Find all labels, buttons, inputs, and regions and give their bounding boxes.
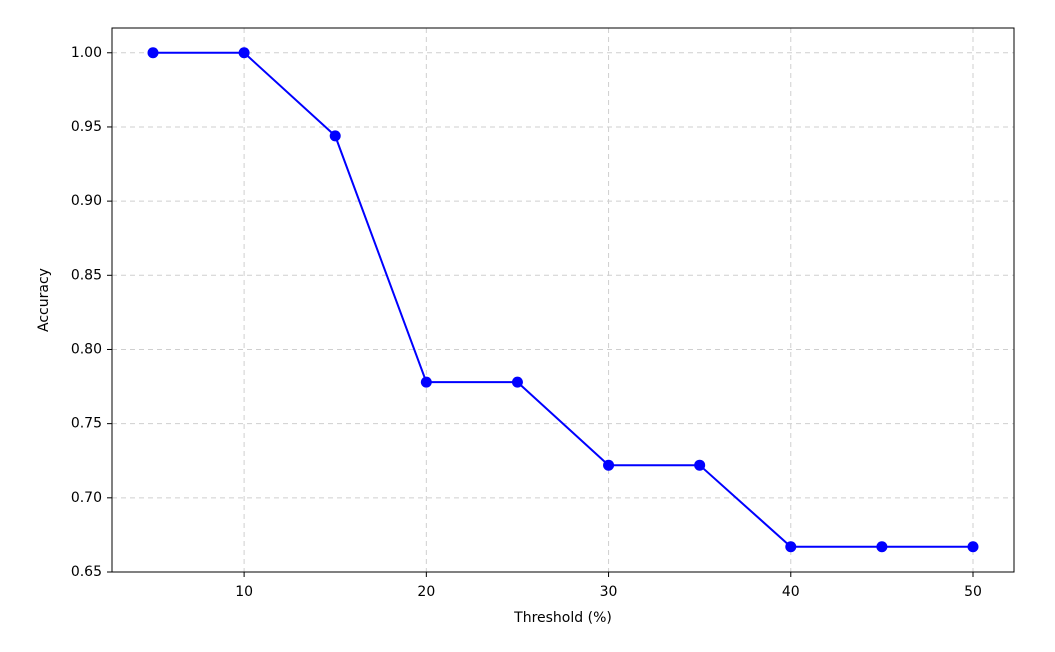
y-axis-label: Accuracy bbox=[36, 268, 52, 332]
x-axis-label: Threshold (%) bbox=[513, 610, 612, 626]
data-point bbox=[785, 541, 797, 553]
data-point bbox=[967, 541, 979, 553]
y-tick-label: 1.00 bbox=[71, 45, 102, 61]
x-tick-label: 10 bbox=[235, 584, 253, 600]
y-tick-label: 0.75 bbox=[71, 416, 102, 432]
y-tick-label: 0.90 bbox=[71, 193, 102, 209]
data-point bbox=[511, 376, 523, 388]
y-tick-label: 0.95 bbox=[71, 119, 102, 135]
plot-frame bbox=[111, 27, 1015, 573]
data-point bbox=[694, 459, 706, 471]
x-tick-label: 40 bbox=[782, 584, 800, 600]
y-tick-label: 0.85 bbox=[71, 267, 102, 283]
y-tick-label: 0.65 bbox=[71, 564, 102, 580]
data-point bbox=[603, 459, 615, 471]
data-point bbox=[420, 376, 432, 388]
data-point bbox=[147, 47, 159, 59]
y-tick-label: 0.70 bbox=[71, 490, 102, 506]
x-tick-label: 30 bbox=[600, 584, 618, 600]
data-point bbox=[329, 130, 341, 142]
data-point bbox=[876, 541, 888, 553]
data-point bbox=[238, 47, 250, 59]
y-tick-label: 0.80 bbox=[71, 341, 102, 357]
data-line bbox=[153, 51, 973, 548]
x-tick-label: 20 bbox=[417, 584, 435, 600]
x-tick-label: 50 bbox=[964, 584, 982, 600]
